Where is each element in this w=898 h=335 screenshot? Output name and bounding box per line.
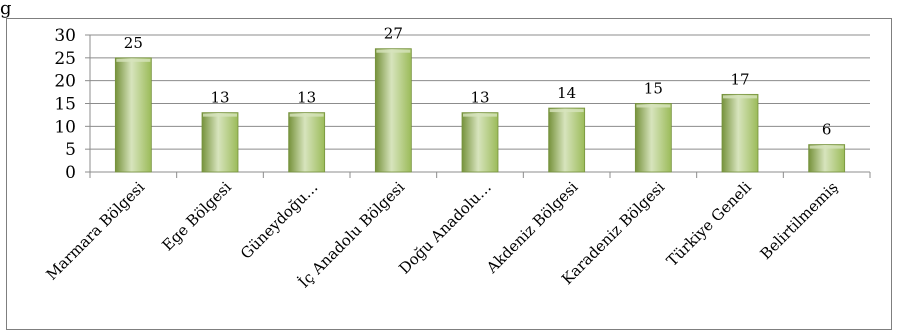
bar-highlight: [203, 113, 237, 117]
y-tick-label: 15: [54, 95, 76, 115]
bar: [548, 107, 586, 173]
y-tick-label: 20: [54, 72, 76, 92]
bar-highlight: [636, 104, 671, 108]
corner-glyph: g: [0, 0, 12, 19]
y-tick-label: 25: [54, 49, 76, 69]
y-tick-label: 0: [65, 163, 76, 183]
data-label: 27: [384, 25, 403, 43]
bar-highlight: [463, 113, 497, 117]
bar-highlight: [723, 95, 757, 99]
data-label: 6: [822, 121, 832, 139]
data-label: 13: [210, 89, 229, 107]
data-label: 13: [297, 89, 316, 107]
bar-highlight: [809, 145, 844, 149]
bar: [808, 144, 846, 173]
y-tick-label: 5: [65, 140, 76, 160]
bar: [634, 103, 672, 173]
data-label: 14: [557, 84, 576, 102]
bar: [288, 112, 326, 173]
bar: [374, 48, 412, 173]
bars: [114, 48, 846, 173]
category-label: Marmara Bölgesi: [43, 178, 149, 284]
bar: [721, 93, 759, 173]
category-label: Güneydoğu…: [237, 178, 322, 263]
bar: [201, 112, 239, 173]
y-tick-label: 10: [54, 117, 76, 137]
data-label: 17: [730, 70, 749, 88]
data-label: 25: [124, 34, 143, 52]
category-label: Ege Bölgesi: [158, 178, 235, 255]
y-tick-label: 30: [54, 26, 76, 46]
bar-highlight: [116, 58, 151, 62]
bar-highlight: [549, 109, 584, 113]
bar-highlight: [289, 113, 324, 117]
category-label: Belirtilmemiş: [757, 178, 842, 263]
bar: [461, 112, 499, 173]
chart-frame: [6, 18, 892, 330]
category-label: Türkiye Geneli: [663, 178, 755, 270]
bar: [114, 57, 152, 173]
data-label: 13: [470, 89, 489, 107]
data-label: 15: [644, 80, 663, 98]
bar-highlight: [376, 49, 411, 53]
category-label: Doğu Anadolu…: [395, 178, 494, 277]
category-label: Akdeniz Bölgesi: [482, 178, 581, 277]
